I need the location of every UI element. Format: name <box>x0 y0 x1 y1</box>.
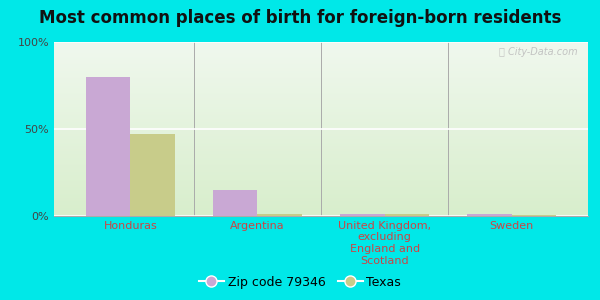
Legend: Zip code 79346, Texas: Zip code 79346, Texas <box>194 271 406 294</box>
Bar <box>86 77 130 216</box>
Text: Most common places of birth for foreign-born residents: Most common places of birth for foreign-… <box>39 9 561 27</box>
Text: ⓘ City-Data.com: ⓘ City-Data.com <box>499 47 577 57</box>
Bar <box>512 214 556 216</box>
Bar <box>385 214 429 216</box>
Bar <box>257 214 302 216</box>
Bar <box>130 134 175 216</box>
Bar <box>213 190 257 216</box>
Bar <box>340 214 385 216</box>
Bar <box>467 214 512 216</box>
